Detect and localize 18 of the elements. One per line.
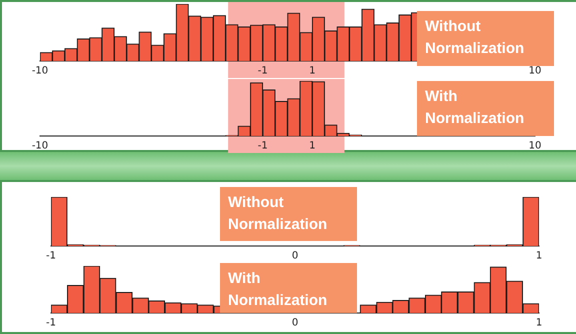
x-tick-label: -1 [258, 66, 268, 77]
x-tick-label: 10 [528, 66, 542, 77]
annotation: With Normalization [417, 81, 554, 136]
annotation: With Normalization [220, 263, 357, 313]
x-tick-label: -1 [258, 140, 268, 152]
annotation: Without Normalization [417, 11, 554, 66]
x-tick-label: 0 [292, 250, 298, 262]
x-tick-label: 10 [528, 140, 542, 152]
x-tick-label: -10 [32, 66, 48, 77]
x-tick-label: 1 [536, 250, 542, 262]
x-tick-label: 1 [309, 66, 316, 77]
x-tick-label: -10 [32, 140, 48, 152]
x-tick-label: 1 [536, 318, 542, 329]
annotation: Without Normalization [220, 187, 357, 241]
x-tick-label: -1 [46, 250, 56, 262]
x-tick-label: 0 [292, 318, 298, 329]
x-tick-label: -1 [46, 318, 56, 329]
x-tick-label: 1 [309, 140, 316, 152]
